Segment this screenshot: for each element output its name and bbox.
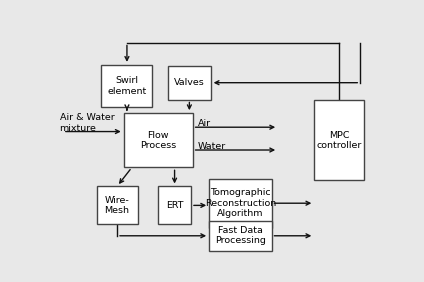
Bar: [209, 221, 271, 251]
Bar: [158, 186, 191, 224]
Text: Water: Water: [198, 142, 226, 151]
Text: ERT: ERT: [166, 201, 183, 210]
Text: MPC
controller: MPC controller: [316, 131, 362, 150]
Text: Air: Air: [198, 119, 211, 128]
Text: Tomographic
Reconstruction
Algorithm: Tomographic Reconstruction Algorithm: [205, 188, 276, 218]
Text: Wire-
Mesh: Wire- Mesh: [105, 196, 130, 215]
Bar: [124, 113, 192, 168]
Bar: [209, 179, 271, 228]
Bar: [168, 66, 211, 100]
Bar: [101, 65, 152, 107]
Text: Fast Data
Processing: Fast Data Processing: [215, 226, 266, 245]
Text: Flow
Process: Flow Process: [140, 131, 176, 150]
Bar: [314, 100, 363, 180]
Bar: [97, 186, 138, 224]
Text: Valves: Valves: [174, 78, 205, 87]
Text: Air & Water
mixture: Air & Water mixture: [59, 113, 114, 133]
Text: Swirl
element: Swirl element: [107, 76, 147, 96]
